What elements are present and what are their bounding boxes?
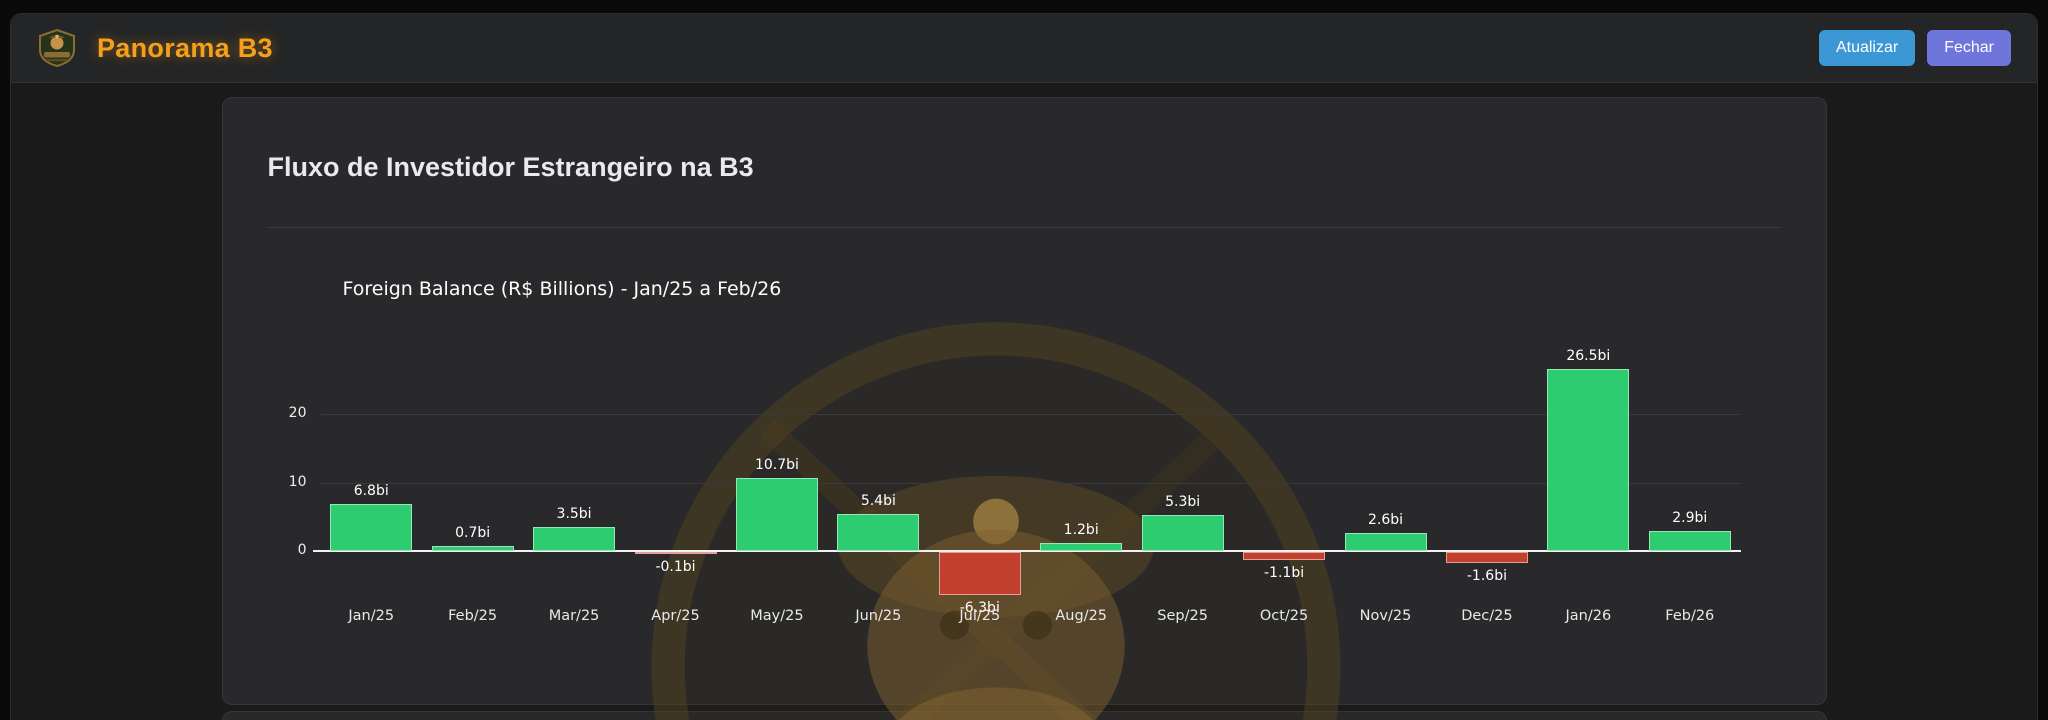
bar-Mar/25[interactable]: [533, 527, 616, 551]
y-axis-tick-label: 20: [288, 405, 307, 421]
x-axis-tick-label: Nov/25: [1359, 608, 1412, 624]
x-axis-tick-label: Mar/25: [548, 608, 600, 624]
bar-value-label: 0.7bi: [455, 525, 491, 542]
bar-Aug/25[interactable]: [1040, 542, 1123, 551]
bar-May/25[interactable]: [735, 477, 818, 551]
y-axis-tick-label: 10: [288, 473, 307, 490]
gridline-20: [320, 414, 1741, 415]
bar-value-label: 5.3bi: [1165, 493, 1201, 510]
app-window: Panorama B3 Atualizar Fechar: [10, 13, 2038, 720]
bar-value-label: 10.7bi: [754, 456, 799, 473]
x-axis-tick-label: Jan/26: [1565, 608, 1612, 624]
bar-Jan/26[interactable]: [1547, 369, 1630, 551]
bar-Dec/25[interactable]: [1445, 552, 1528, 563]
bar-Oct/25[interactable]: [1243, 552, 1326, 560]
x-axis-tick-label: Jan/25: [348, 608, 395, 624]
bar-value-label: 26.5bi: [1566, 348, 1611, 365]
bar-value-label: -1.6bi: [1466, 567, 1507, 584]
main-area: Garimpo Garimpo Fluxo de Investidor Estr…: [11, 97, 2037, 720]
bar-Jul/25[interactable]: [938, 552, 1021, 596]
card-content: Fluxo de Investidor Estrangeiro na B3 Fo…: [223, 98, 1826, 652]
bar-Jun/25[interactable]: [837, 514, 920, 551]
bar-value-label: 1.2bi: [1063, 521, 1099, 538]
bar-value-label: 5.4bi: [860, 493, 896, 509]
bar-value-label: 3.5bi: [556, 506, 592, 523]
bar-Apr/25[interactable]: [634, 552, 717, 554]
bar-Sep/25[interactable]: [1141, 514, 1224, 551]
x-axis-tick-label: Apr/25: [651, 608, 700, 624]
x-axis-tick-label: Feb/26: [1665, 608, 1715, 624]
bar-value-label: 6.8bi: [353, 483, 389, 500]
card-divider: [267, 227, 1781, 228]
bar-value-label: 2.6bi: [1367, 512, 1404, 529]
x-axis-tick-label: Feb/25: [448, 608, 498, 624]
x-axis-tick-label: Oct/25: [1259, 608, 1309, 624]
bar-Nov/25[interactable]: [1344, 533, 1427, 551]
close-button[interactable]: Fechar: [1927, 30, 2011, 66]
bar-Feb/25[interactable]: [431, 546, 514, 551]
app-header: Panorama B3 Atualizar Fechar: [11, 14, 2037, 83]
bar-Jan/25[interactable]: [330, 504, 413, 551]
x-axis-tick-label: Sep/25: [1157, 608, 1208, 624]
bar-value-label: 2.9bi: [1672, 510, 1708, 527]
y-axis-tick-label: 0: [297, 542, 307, 558]
x-axis-tick-label: Dec/25: [1461, 608, 1513, 624]
refresh-button[interactable]: Atualizar: [1818, 30, 1916, 66]
garimpo-badge-icon: [39, 29, 75, 67]
bar-value-label: -0.1bi: [655, 559, 696, 575]
bar-value-label: -1.1bi: [1264, 564, 1305, 581]
next-card-partial: [221, 711, 1827, 720]
x-axis-tick-label: May/25: [750, 608, 804, 624]
gridline-10: [320, 482, 1741, 484]
chart-title: Foreign Balance (R$ Billions) - Jan/25 a…: [342, 278, 782, 300]
plot-area: 0 10 20 6.8bi Jan/25 0.7bi Feb/25 3.5bi Mar/25 -0…: [289, 332, 1741, 652]
bar-Feb/26[interactable]: [1648, 531, 1731, 551]
app-title: Panorama B3: [97, 32, 273, 63]
foreign-flow-card: Fluxo de Investidor Estrangeiro na B3 Fo…: [221, 97, 1827, 705]
card-title: Fluxo de Investidor Estrangeiro na B3: [267, 152, 754, 182]
